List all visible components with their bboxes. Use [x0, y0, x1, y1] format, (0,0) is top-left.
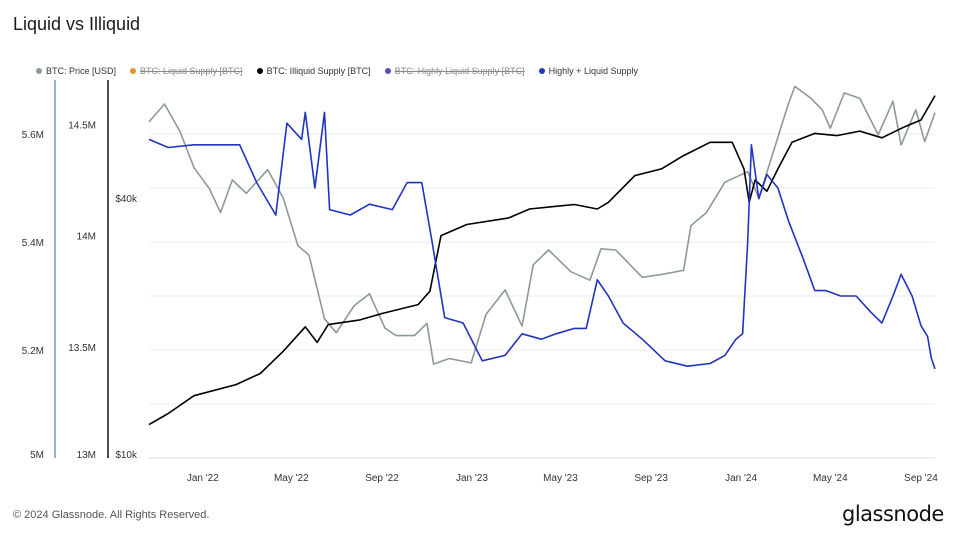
legend-label: BTC: Highly Liquid Supply [BTC]: [394, 66, 525, 76]
legend-item[interactable]: BTC: Liquid Supply [BTC]: [130, 66, 243, 76]
x-tick-label: Sep '24: [904, 473, 938, 484]
legend-dot-icon: [130, 68, 137, 74]
illiquid-tick-label: 13M: [77, 450, 96, 461]
x-tick-label: May '24: [813, 473, 848, 484]
legend-item[interactable]: BTC: Highly Liquid Supply [BTC]: [384, 66, 525, 76]
copyright-text: © 2024 Glassnode. All Rights Reserved.: [13, 509, 210, 521]
legend-dot-icon: [256, 68, 263, 74]
legend-label: BTC: Price [USD]: [46, 66, 117, 76]
legend-item[interactable]: Highly + Liquid Supply: [538, 66, 638, 76]
x-tick-label: Jan '24: [725, 473, 757, 484]
legend-label: Highly + Liquid Supply: [548, 66, 638, 76]
chart-legend: BTC: Price [USD] BTC: Liquid Supply [BTC]…: [36, 66, 638, 76]
x-tick-label: Sep '23: [634, 473, 668, 484]
glassnode-logo: glassnode: [842, 502, 944, 526]
liquid-tick-label: 5.6M: [22, 130, 44, 141]
chart-title: Liquid vs Illiquid: [13, 14, 141, 34]
series-line-0: [148, 85, 936, 365]
price-tick-label: $10k: [115, 450, 138, 461]
x-tick-label: Jan '22: [187, 473, 219, 484]
legend-label: BTC: Liquid Supply [BTC]: [140, 66, 243, 76]
legend-label: BTC: Illiquid Supply [BTC]: [266, 66, 371, 76]
illiquid-tick-label: 14.5M: [68, 120, 96, 131]
liquid-tick-label: 5.2M: [22, 346, 44, 357]
legend-item[interactable]: BTC: Illiquid Supply [BTC]: [256, 66, 371, 76]
x-tick-label: Jan '23: [456, 473, 488, 484]
legend-dot-icon: [538, 68, 545, 74]
liquid-tick-label: 5M: [30, 450, 44, 461]
x-tick-label: May '22: [274, 473, 309, 484]
series-line-4: [148, 111, 936, 370]
x-tick-label: May '23: [543, 473, 578, 484]
legend-dot-icon: [36, 68, 42, 74]
illiquid-tick-label: 13.5M: [68, 343, 96, 354]
liquid-tick-label: 5.4M: [22, 238, 44, 249]
x-tick-label: Sep '22: [365, 473, 399, 484]
legend-item[interactable]: BTC: Price [USD]: [36, 66, 116, 76]
illiquid-tick-label: 14M: [77, 232, 96, 243]
legend-dot-icon: [384, 68, 391, 74]
series-line-2: [148, 95, 936, 426]
price-tick-label: $40k: [115, 194, 138, 205]
